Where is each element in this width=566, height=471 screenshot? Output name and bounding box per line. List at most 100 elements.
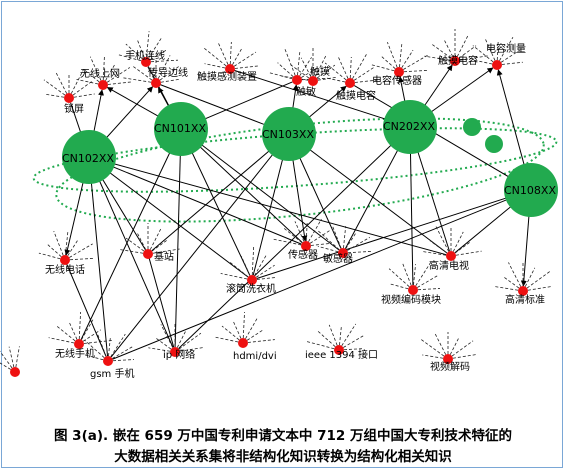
edge-cn108-gsm-phone <box>112 189 532 360</box>
ray <box>221 325 244 344</box>
ray <box>174 332 202 353</box>
feature-label: 触摸 <box>310 65 330 78</box>
feature-label: 基站 <box>154 250 174 263</box>
feature-label: hdmi/dvi <box>233 351 277 362</box>
ray <box>522 285 553 292</box>
ray <box>296 50 301 81</box>
patent-hubs: CN102XX CN101XX CN103XX CN202XX CN108XX <box>62 100 558 217</box>
feature-label: 滚筒洗衣机 <box>226 282 276 295</box>
feature-label: 电容测量 <box>486 42 526 55</box>
ray <box>155 78 181 84</box>
hub-circle <box>262 107 316 161</box>
ray <box>102 67 131 86</box>
ray <box>204 63 231 70</box>
ray <box>136 232 149 255</box>
ray <box>306 341 340 351</box>
ray <box>229 42 232 70</box>
feature-wireless-handset: 无线手机 <box>55 339 95 360</box>
feature-dot <box>518 286 528 296</box>
feature-dot <box>334 345 344 355</box>
figure-caption-line-2: 大数据相关关系集将非结构化知识转换为结构化相关知识 <box>114 449 452 465</box>
ray <box>435 226 452 257</box>
ray <box>522 271 550 292</box>
ray <box>325 77 351 84</box>
hub-label: CN103XX <box>262 128 314 141</box>
hub-label: CN102XX <box>62 152 114 165</box>
ray <box>522 267 536 292</box>
ray <box>342 232 357 254</box>
feature-label: 敏感器 <box>323 252 353 265</box>
ray <box>84 69 104 86</box>
feature-label: 视频编码模块 <box>381 293 441 306</box>
feature-video-decode: 视频解码 <box>430 354 470 373</box>
edge-base-station-ip-network <box>147 253 175 348</box>
ray <box>296 67 318 81</box>
ray <box>125 43 147 63</box>
feature-ieee1394: ieee 1394 接口 <box>305 345 378 361</box>
ray <box>349 57 352 84</box>
feature-dot <box>292 75 302 85</box>
edge-wireless-phone-gsm-phone <box>64 259 107 357</box>
ray <box>78 312 81 345</box>
ray <box>241 256 253 281</box>
ray <box>300 57 314 82</box>
figure-caption-line-1: 图 3(a). 嵌在 659 万中国专利申请文本中 712 万组中国大专利技术特… <box>53 428 513 444</box>
ray <box>496 40 499 66</box>
feature-touch-feel: 触敏 <box>296 76 318 98</box>
ray <box>251 264 275 281</box>
ray <box>68 321 80 345</box>
ray <box>145 31 150 63</box>
ray <box>305 218 322 247</box>
ray <box>454 45 477 62</box>
edge-cn108-touch-capacitance <box>354 85 532 191</box>
feature-dot <box>151 78 161 88</box>
ray <box>429 240 452 257</box>
feature-sensor: 传感器 <box>288 241 318 261</box>
ray <box>43 79 70 99</box>
hub-cn202: CN202XX <box>383 100 437 154</box>
feature-label: 手机连线 <box>125 49 165 62</box>
ray <box>242 312 245 344</box>
ray <box>155 337 176 353</box>
ray <box>68 69 84 99</box>
feature-label: ip 网络 <box>163 348 195 361</box>
feature-drum-washer: 滚筒洗衣机 <box>226 275 276 295</box>
ray <box>473 59 498 66</box>
edge-cn103-base-station <box>151 133 290 252</box>
feature-touch-capacitance: 触摸电容 <box>336 78 376 102</box>
ellipsis-dot <box>463 118 481 136</box>
ray <box>277 62 298 81</box>
ray <box>147 248 180 255</box>
feature-label: 触摸电容 <box>438 54 478 67</box>
feature-label: 无线手机 <box>55 347 95 360</box>
ray <box>447 340 474 360</box>
edge-cn102-drum-washer <box>88 156 249 278</box>
ray <box>107 359 134 362</box>
hub-cn103: CN103XX <box>262 107 316 161</box>
feature-label: 无线上网 <box>80 67 120 80</box>
feature-label: 电容传感器 <box>372 74 422 87</box>
hub-label: CN101XX <box>154 122 206 135</box>
ray <box>220 273 253 281</box>
ray <box>502 275 524 292</box>
ray <box>145 49 168 63</box>
ray <box>107 333 126 362</box>
feature-label: 高清标准 <box>505 293 545 306</box>
ray <box>349 54 367 84</box>
feature-touch: 触摸 <box>292 65 330 85</box>
feature-dot <box>74 339 84 349</box>
hub-circle <box>504 163 558 217</box>
feature-dot <box>143 249 153 259</box>
edge-cn202-ip-network <box>178 126 411 349</box>
ray <box>123 77 157 84</box>
feature-sensor-edge: 传导边线 <box>148 66 188 88</box>
ray <box>48 337 80 345</box>
feature-label: 触摸感测装置 <box>197 70 257 83</box>
ray <box>312 54 327 82</box>
feature-label: 传感器 <box>288 248 318 261</box>
hub-circle <box>383 100 437 154</box>
ray <box>305 242 331 247</box>
edge-cn103-hdtv <box>288 133 448 254</box>
feature-dot <box>238 338 248 348</box>
ray <box>78 329 101 345</box>
